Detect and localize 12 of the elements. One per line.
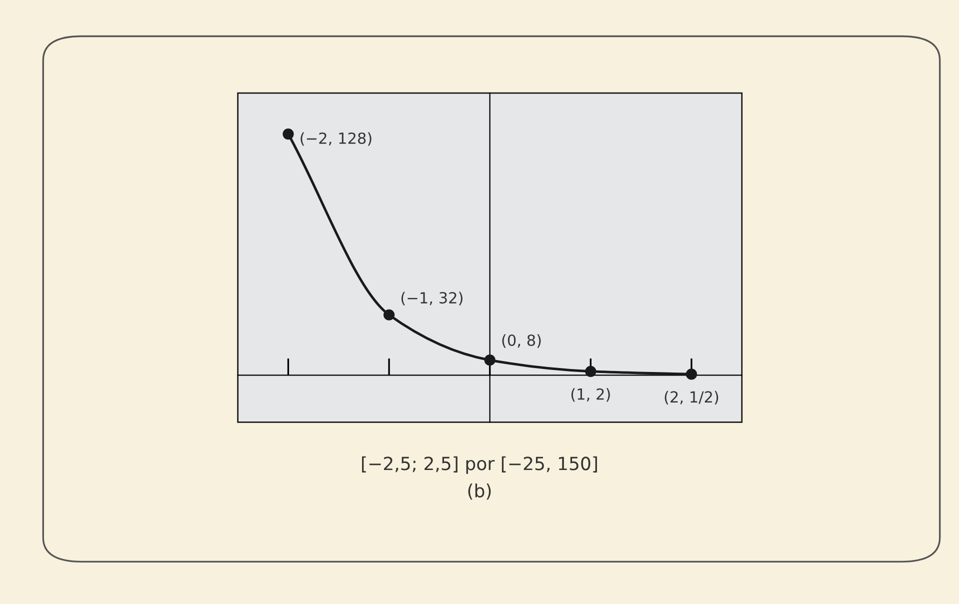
point [383, 309, 395, 320]
annotation: (−2, 128) [300, 132, 372, 146]
annotation: (−1, 32) [401, 292, 462, 306]
text: (1, 2) [571, 388, 610, 402]
text: (2, 1/2) [664, 390, 718, 405]
point [686, 368, 698, 380]
point [484, 354, 496, 366]
annotation: (0, 8) [502, 334, 541, 348]
point [282, 128, 294, 140]
point [585, 366, 596, 377]
text: (b) [468, 484, 491, 500]
text: [−2,5; 2,5] por [−25, 150] [362, 456, 597, 474]
